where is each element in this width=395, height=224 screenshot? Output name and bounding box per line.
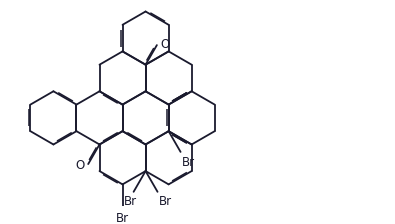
Text: Br: Br xyxy=(124,196,137,209)
Text: O: O xyxy=(160,38,170,51)
Text: Br: Br xyxy=(181,156,195,169)
Text: Br: Br xyxy=(158,196,171,209)
Text: O: O xyxy=(75,159,85,172)
Text: Br: Br xyxy=(116,212,129,224)
